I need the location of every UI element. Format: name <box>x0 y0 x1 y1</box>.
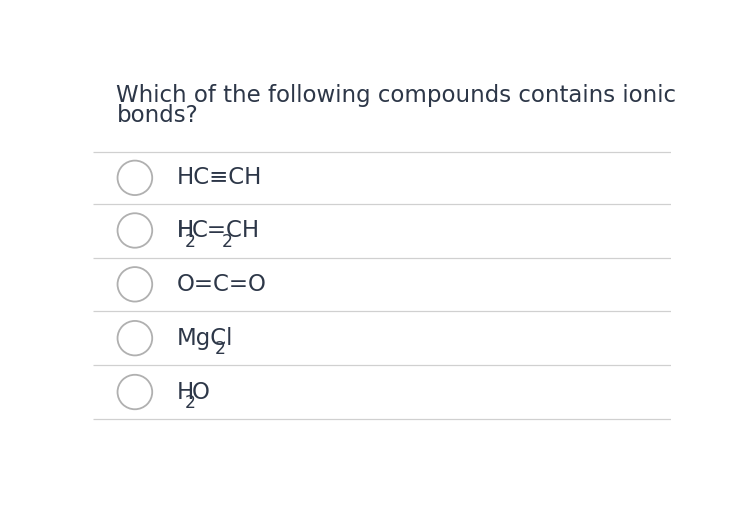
Text: 2: 2 <box>184 233 195 251</box>
Text: 2: 2 <box>222 233 233 251</box>
Text: bonds?: bonds? <box>116 104 198 127</box>
Text: 2: 2 <box>184 394 195 412</box>
Text: HC≡CH: HC≡CH <box>177 166 263 190</box>
Text: Which of the following compounds contains ionic: Which of the following compounds contain… <box>116 84 677 107</box>
Text: H: H <box>177 219 194 242</box>
Text: MgCl: MgCl <box>177 327 233 350</box>
Text: O: O <box>192 381 210 404</box>
Text: O=C=O: O=C=O <box>177 273 267 296</box>
Text: H: H <box>177 381 194 404</box>
Text: 2: 2 <box>215 340 225 358</box>
Text: C=CH: C=CH <box>192 219 260 242</box>
Text: H: H <box>177 219 194 242</box>
